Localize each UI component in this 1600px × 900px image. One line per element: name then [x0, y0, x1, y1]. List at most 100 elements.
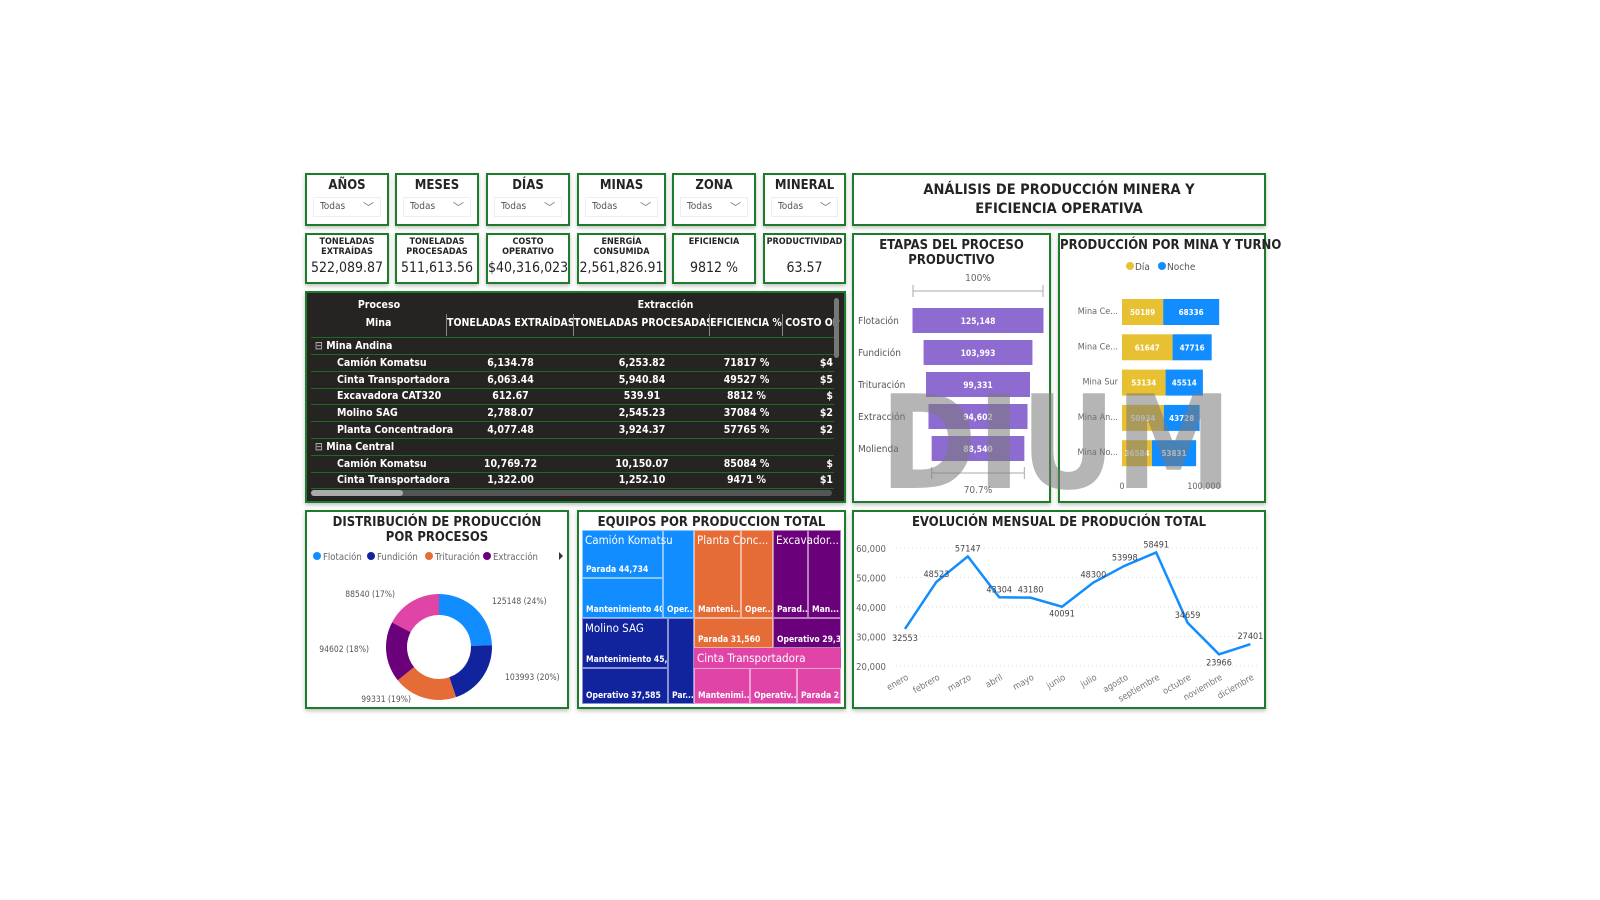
legend-next-icon[interactable] — [559, 552, 563, 560]
line-point[interactable] — [1248, 642, 1252, 646]
bar-value-label: 36584 — [1124, 449, 1149, 458]
line-series[interactable] — [903, 550, 1251, 656]
legend-marker[interactable] — [483, 552, 491, 560]
collapse-icon[interactable]: ⊟ — [315, 440, 327, 453]
bar-segment[interactable] — [1172, 334, 1212, 361]
table-row[interactable]: Molino SAG 2,788.07 2,545.23 37084 % $2 — [311, 405, 834, 423]
treemap-tile[interactable]: Mantenimiento 40,... — [582, 578, 663, 618]
funnel-bar[interactable] — [926, 372, 1030, 397]
horizontal-scrollbar[interactable] — [311, 490, 832, 496]
filter-dropdown[interactable]: Todas ﹀ — [585, 197, 658, 217]
treemap-group[interactable]: Cinta Transportadora — [694, 648, 841, 704]
legend-marker[interactable] — [1126, 262, 1134, 270]
treemap-tile[interactable]: Mantenimi... — [694, 668, 750, 704]
legend-label[interactable]: Fundición — [377, 552, 418, 563]
legend-marker[interactable] — [313, 552, 321, 560]
treemap-tile[interactable]: Oper... — [741, 530, 773, 618]
donut-slice[interactable] — [397, 667, 457, 700]
column-header[interactable]: EFICIENCIA % — [710, 314, 783, 336]
legend-label[interactable]: Día — [1135, 261, 1150, 273]
treemap-group[interactable]: Molino SAG — [582, 618, 694, 704]
treemap-tile[interactable]: Parad... — [773, 530, 808, 618]
treemap-tile[interactable]: Oper... — [663, 530, 694, 618]
legend-marker[interactable] — [367, 552, 375, 560]
filter-dropdown[interactable]: Todas ﹀ — [403, 197, 471, 217]
treemap-tile[interactable]: Parada 31,560 — [694, 618, 773, 648]
table-row[interactable]: Cinta Transportadora 1,322.00 1,252.10 9471… — [311, 472, 834, 490]
line-point[interactable] — [1029, 596, 1033, 600]
treemap-group[interactable]: Planta Conc... — [694, 530, 773, 648]
vertical-scrollbar[interactable] — [834, 298, 839, 358]
bar-segment[interactable] — [1163, 404, 1200, 431]
line-point[interactable] — [1123, 564, 1127, 568]
bar-value-label: 50934 — [1130, 414, 1155, 423]
line-point[interactable] — [1154, 550, 1158, 554]
filter-dropdown[interactable]: Todas ﹀ — [771, 197, 838, 217]
donut-slice[interactable] — [439, 594, 492, 646]
column-header[interactable]: Mina — [311, 314, 447, 336]
donut-data-label: 88540 (17%) — [345, 590, 395, 600]
funnel-bar[interactable] — [928, 404, 1028, 429]
table-row[interactable]: Cinta Transportadora 6,063.44 5,940.84 4952… — [311, 372, 834, 389]
legend-marker[interactable] — [1158, 262, 1166, 270]
filter-dropdown[interactable]: Todas ﹀ — [494, 197, 562, 217]
bar-segment[interactable] — [1151, 440, 1197, 467]
bar-segment[interactable] — [1122, 404, 1164, 431]
bar-segment[interactable] — [1122, 334, 1173, 361]
horizontal-scrollbar-thumb[interactable] — [311, 490, 403, 496]
treemap-tile[interactable]: Parada 44,734 — [582, 530, 663, 578]
bar-segment[interactable] — [1122, 440, 1152, 467]
column-header[interactable]: COSTO OP — [785, 317, 840, 329]
line-point[interactable] — [1060, 605, 1064, 609]
funnel-bar[interactable] — [931, 436, 1025, 461]
chevron-down-icon: ﹀ — [363, 201, 374, 214]
column-header[interactable]: TONELADAS PROCESADAS — [574, 314, 710, 336]
bar-segment[interactable] — [1165, 369, 1203, 396]
treemap-tile[interactable]: Man... — [808, 530, 841, 618]
filter-dropdown[interactable]: Todas ﹀ — [680, 197, 748, 217]
bar-segment[interactable] — [1122, 299, 1164, 325]
line-point[interactable] — [934, 580, 938, 584]
group-row[interactable]: ⊟ Mina Central — [311, 439, 834, 456]
line-point[interactable] — [1186, 621, 1190, 625]
bar-value-label: 68336 — [1179, 308, 1204, 317]
group-label: ⊟ Mina Andina — [315, 340, 392, 352]
donut-slice[interactable] — [449, 645, 492, 698]
treemap-tile[interactable]: Manteni... — [694, 530, 741, 618]
treemap-tile-label: Mantenimiento 45,... — [586, 655, 668, 665]
bar-segment[interactable] — [1122, 369, 1166, 396]
donut-slice[interactable] — [392, 594, 439, 633]
group-row[interactable]: ⊟ Mina Andina — [311, 338, 834, 355]
collapse-icon[interactable]: ⊟ — [315, 340, 327, 352]
legend-label[interactable]: Extracción — [493, 552, 538, 563]
table-row[interactable]: Planta Concentradora 4,077.48 3,924.37 5776… — [311, 422, 834, 439]
treemap-tile[interactable]: Mantenimiento 45,... — [582, 618, 668, 668]
line-data-label: 43304 — [986, 585, 1012, 595]
line-point[interactable] — [903, 627, 907, 631]
legend-marker[interactable] — [425, 552, 433, 560]
line-point[interactable] — [997, 595, 1001, 599]
column-header[interactable]: TONELADAS EXTRAÍDAS — [447, 314, 574, 336]
line-point[interactable] — [966, 554, 970, 558]
bar-segment[interactable] — [1163, 299, 1220, 325]
bar-value-label: 47716 — [1180, 343, 1205, 352]
filter-dropdown[interactable]: Todas ﹀ — [313, 197, 381, 217]
funnel-bar[interactable] — [912, 308, 1044, 333]
treemap-tile[interactable]: Operativo 37,585 — [582, 668, 668, 704]
table-row[interactable]: Camión Komatsu 6,134.78 6,253.82 71817 % $4 — [311, 355, 834, 372]
legend-label[interactable]: Flotación — [323, 552, 362, 563]
treemap-tile[interactable]: Operativ... — [750, 668, 797, 704]
legend-label[interactable]: Trituración — [434, 552, 480, 563]
treemap-tile[interactable]: Par... — [668, 618, 694, 704]
treemap-group[interactable]: Camión Komatsu — [582, 530, 694, 618]
donut-slice[interactable] — [386, 622, 415, 681]
table-row[interactable]: Camión Komatsu 10,769.72 10,150.07 85084 % $ — [311, 456, 834, 473]
line-point[interactable] — [1217, 652, 1221, 656]
line-point[interactable] — [1091, 581, 1095, 585]
legend-label[interactable]: Noche — [1167, 262, 1196, 273]
process-matrix-table[interactable]: Proceso Extracción Mina TONELADAS EXTRAÍDAS… — [305, 291, 846, 503]
treemap-tile[interactable]: Operativo 29,3... — [773, 618, 841, 648]
table-row[interactable]: Excavadora CAT320 612.67 539.91 8812 % $ — [311, 388, 834, 406]
treemap-tile[interactable]: Parada 2... — [797, 668, 841, 704]
funnel-bar[interactable] — [923, 340, 1033, 365]
